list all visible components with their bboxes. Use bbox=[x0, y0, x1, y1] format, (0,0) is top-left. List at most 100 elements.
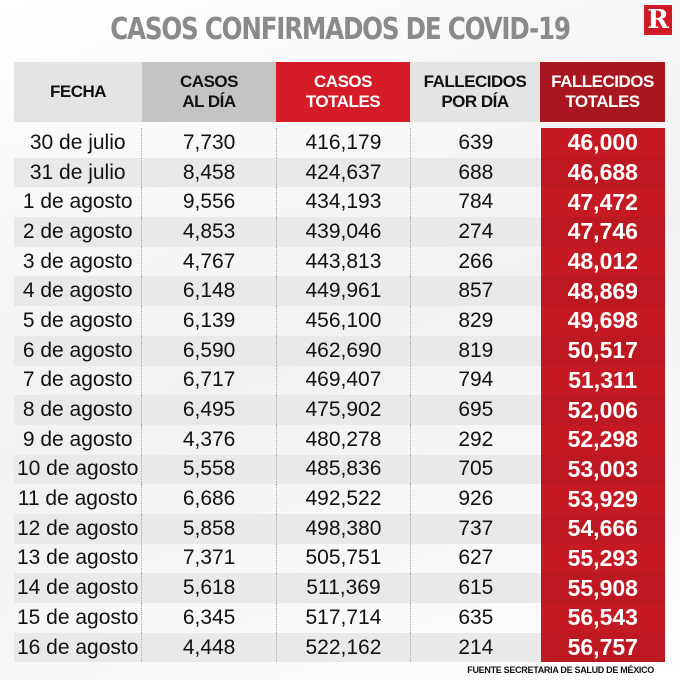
cell-fecha: 9 de agosto bbox=[22, 427, 133, 451]
cell-fecha: 16 de agosto bbox=[16, 635, 139, 659]
cell-fecha: 7 de agosto bbox=[22, 368, 133, 392]
cell-fallecidos-totales: 47,746 bbox=[540, 217, 665, 247]
table-row: 5 de agosto 6,139 456,100 829 49,698 bbox=[14, 306, 665, 336]
cell-casos-totales: 517,714 bbox=[275, 603, 410, 633]
header-label: CASOS TOTALES bbox=[305, 72, 381, 111]
cell-fecha: 31 de julio bbox=[29, 160, 126, 184]
cell-casos-totales: 424,637 bbox=[275, 157, 410, 188]
cell-casos-totales: 416,179 bbox=[275, 128, 410, 158]
table-row: 3 de agosto 4,767 443,813 266 48,012 bbox=[14, 246, 665, 277]
cell-fecha: 11 de agosto bbox=[17, 487, 138, 511]
cell-fallecidos-por-dia: 857 bbox=[410, 276, 540, 307]
table-row: 16 de agosto 4,448 522,162 214 56,757 bbox=[14, 632, 665, 663]
table-header: FECHA CASOS AL DÍA CASOS TOTALES FALLECI… bbox=[14, 62, 665, 122]
cell-fecha: 1 de agosto bbox=[22, 190, 133, 214]
header-casos-al-dia: CASOS AL DÍA bbox=[142, 62, 276, 122]
cell-casos-al-dia: 4,376 bbox=[141, 424, 275, 455]
header-casos-totales: CASOS TOTALES bbox=[276, 62, 410, 122]
table-row: 30 de julio 7,730 416,179 639 46,000 bbox=[14, 128, 665, 158]
table-row: 2 de agosto 4,853 439,046 274 47,746 bbox=[14, 217, 665, 247]
cell-fallecidos-totales: 53,003 bbox=[540, 454, 665, 485]
cell-fallecidos-totales: 48,012 bbox=[540, 246, 665, 277]
cell-fallecidos-totales: 55,293 bbox=[540, 543, 665, 574]
cell-fallecidos-por-dia: 829 bbox=[410, 306, 540, 336]
cell-fallecidos-totales: 52,298 bbox=[540, 424, 665, 455]
cell-casos-al-dia: 6,686 bbox=[141, 484, 275, 514]
cell-casos-totales: 449,961 bbox=[275, 276, 410, 307]
cell-casos-al-dia: 6,495 bbox=[141, 395, 275, 425]
cell-fallecidos-totales: 56,543 bbox=[540, 603, 665, 633]
cell-casos-totales: 462,690 bbox=[275, 335, 410, 366]
cell-fallecidos-totales: 56,757 bbox=[540, 632, 665, 663]
cell-fallecidos-totales: 47,472 bbox=[540, 187, 665, 218]
cell-casos-al-dia: 5,858 bbox=[141, 513, 275, 544]
cell-casos-al-dia: 6,345 bbox=[141, 603, 275, 633]
cell-casos-totales: 456,100 bbox=[275, 306, 410, 336]
cell-fallecidos-totales: 46,688 bbox=[540, 157, 665, 188]
cell-fallecidos-por-dia: 688 bbox=[410, 157, 540, 188]
cell-fecha: 15 de agosto bbox=[16, 605, 139, 629]
cell-fallecidos-por-dia: 292 bbox=[410, 424, 540, 455]
cell-fallecidos-por-dia: 784 bbox=[410, 187, 540, 218]
cell-casos-totales: 498,380 bbox=[275, 513, 410, 544]
cell-casos-al-dia: 8,458 bbox=[141, 157, 275, 188]
cell-casos-totales: 475,902 bbox=[275, 395, 410, 425]
cell-fallecidos-por-dia: 639 bbox=[410, 128, 540, 158]
cell-casos-totales: 505,751 bbox=[275, 543, 410, 574]
cell-fallecidos-totales: 50,517 bbox=[540, 335, 665, 366]
table-row: 7 de agosto 6,717 469,407 794 51,311 bbox=[14, 365, 665, 396]
cell-casos-totales: 434,193 bbox=[275, 187, 410, 218]
cell-fallecidos-totales: 49,698 bbox=[540, 306, 665, 336]
cell-casos-al-dia: 5,618 bbox=[141, 573, 275, 603]
source-note: FUENTE SECRETARIA DE SALUD DE MÉXICO bbox=[467, 665, 654, 675]
cell-fecha: 2 de agosto bbox=[22, 219, 133, 243]
cell-casos-totales: 480,278 bbox=[275, 424, 410, 455]
table-row: 13 de agosto 7,371 505,751 627 55,293 bbox=[14, 543, 665, 574]
cell-fallecidos-por-dia: 266 bbox=[410, 246, 540, 277]
table-row: 9 de agosto 4,376 480,278 292 52,298 bbox=[14, 424, 665, 455]
table-row: 8 de agosto 6,495 475,902 695 52,006 bbox=[14, 395, 665, 425]
cell-casos-al-dia: 4,448 bbox=[141, 632, 275, 663]
cell-fallecidos-por-dia: 819 bbox=[410, 335, 540, 366]
table-row: 15 de agosto 6,345 517,714 635 56,543 bbox=[14, 603, 665, 633]
cell-fallecidos-por-dia: 615 bbox=[410, 573, 540, 603]
header-label: FALLECIDOS POR DÍA bbox=[423, 72, 527, 111]
table-row: 12 de agosto 5,858 498,380 737 54,666 bbox=[14, 513, 665, 544]
cell-fecha: 4 de agosto bbox=[22, 279, 133, 303]
cell-fallecidos-totales: 54,666 bbox=[540, 513, 665, 544]
brand-logo: R bbox=[644, 5, 672, 35]
cell-fecha: 12 de agosto bbox=[16, 516, 139, 540]
cell-fallecidos-por-dia: 627 bbox=[410, 543, 540, 574]
cell-fecha: 5 de agosto bbox=[22, 308, 133, 332]
table-row: 4 de agosto 6,148 449,961 857 48,869 bbox=[14, 276, 665, 307]
cell-fallecidos-por-dia: 737 bbox=[410, 513, 540, 544]
cell-casos-al-dia: 6,139 bbox=[141, 306, 275, 336]
cell-fecha: 8 de agosto bbox=[22, 398, 133, 422]
cell-casos-al-dia: 5,558 bbox=[141, 454, 275, 485]
covid-table: FECHA CASOS AL DÍA CASOS TOTALES FALLECI… bbox=[14, 62, 665, 663]
table-body: 30 de julio 7,730 416,179 639 46,000 31 de ju… bbox=[14, 128, 665, 663]
table-row: 31 de julio 8,458 424,637 688 46,688 bbox=[14, 157, 665, 188]
cell-fecha: 6 de agosto bbox=[22, 338, 133, 362]
cell-fecha: 30 de julio bbox=[29, 130, 126, 154]
table-row: 6 de agosto 6,590 462,690 819 50,517 bbox=[14, 335, 665, 366]
cell-casos-al-dia: 7,371 bbox=[141, 543, 275, 574]
header-fecha: FECHA bbox=[14, 62, 142, 122]
cell-fallecidos-totales: 53,929 bbox=[540, 484, 665, 514]
cell-casos-totales: 522,162 bbox=[275, 632, 410, 663]
cell-fallecidos-totales: 55,908 bbox=[540, 573, 665, 603]
header-label: CASOS AL DÍA bbox=[180, 72, 238, 111]
cell-fecha: 3 de agosto bbox=[22, 249, 133, 273]
cell-casos-totales: 492,522 bbox=[275, 484, 410, 514]
cell-casos-al-dia: 6,148 bbox=[141, 276, 275, 307]
header-fallecidos-por-dia: FALLECIDOS POR DÍA bbox=[410, 62, 540, 122]
cell-fallecidos-totales: 51,311 bbox=[540, 365, 665, 396]
cell-fallecidos-por-dia: 635 bbox=[410, 603, 540, 633]
cell-fallecidos-por-dia: 695 bbox=[410, 395, 540, 425]
cell-fecha: 13 de agosto bbox=[16, 546, 139, 570]
table-row: 11 de agosto 6,686 492,522 926 53,929 bbox=[14, 484, 665, 514]
cell-casos-totales: 511,369 bbox=[275, 573, 410, 603]
cell-casos-totales: 485,836 bbox=[275, 454, 410, 485]
page-title: CASOS CONFIRMADOS DE COVID-19 bbox=[110, 12, 571, 47]
cell-fecha: 14 de agosto bbox=[16, 576, 139, 600]
